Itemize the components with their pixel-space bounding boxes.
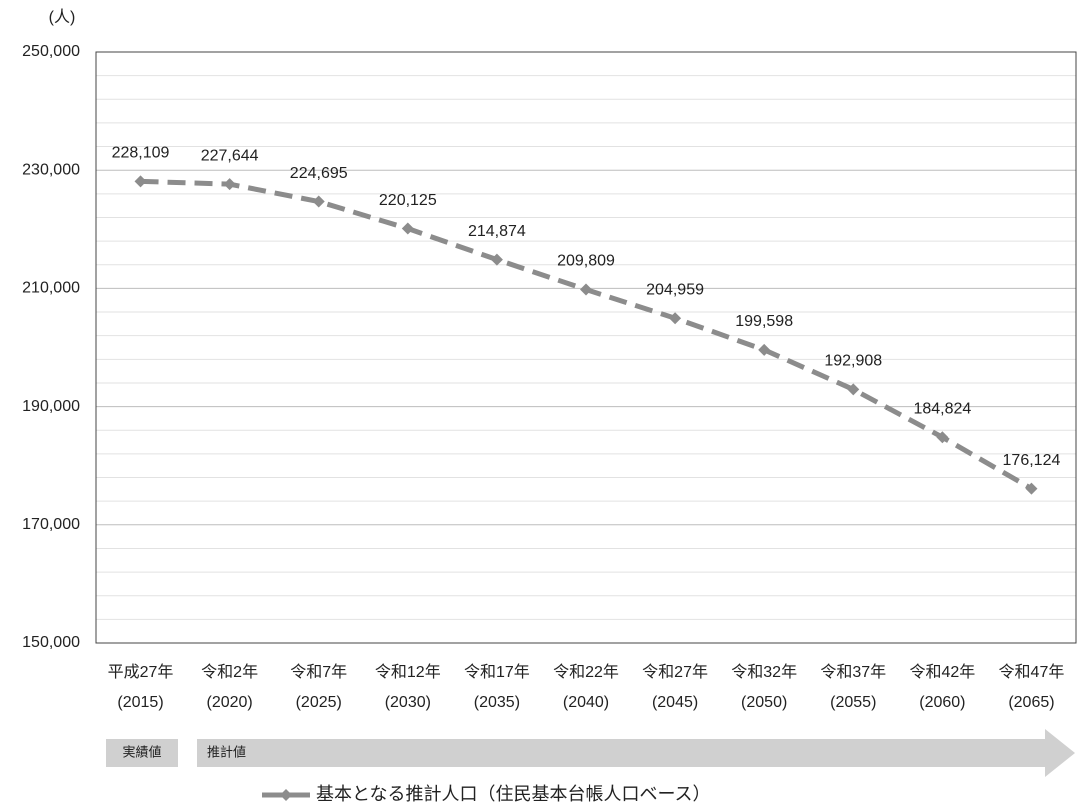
point-marker xyxy=(847,383,860,396)
legend-marker xyxy=(280,789,292,801)
x-tick-year: (2025) xyxy=(296,694,342,711)
y-tick-label: 190,000 xyxy=(22,398,80,415)
y-tick-label: 250,000 xyxy=(22,43,80,60)
y-tick-label: 230,000 xyxy=(22,161,80,178)
x-tick-label: 令和17年 xyxy=(464,663,530,681)
data-label: 228,109 xyxy=(112,145,170,162)
x-tick-label: 令和2年 xyxy=(201,663,258,681)
x-tick-year: (2040) xyxy=(563,694,609,711)
actual-label: 実績値 xyxy=(122,744,161,759)
x-tick-label: 令和32年 xyxy=(731,663,797,681)
point-marker xyxy=(312,195,325,208)
data-label: 204,959 xyxy=(646,281,704,298)
point-marker xyxy=(1025,482,1038,495)
x-tick-label: 令和47年 xyxy=(999,663,1065,681)
data-label: 176,124 xyxy=(1003,452,1061,469)
data-label: 184,824 xyxy=(913,400,971,417)
point-marker xyxy=(223,178,236,191)
x-tick-year: (2030) xyxy=(385,694,431,711)
plot-frame xyxy=(95,51,1077,644)
projection-label: 推計値 xyxy=(207,744,246,759)
x-tick-year: (2035) xyxy=(474,694,520,711)
series-line xyxy=(140,178,1033,491)
x-tick-label: 平成27年 xyxy=(108,663,174,681)
x-tick-year: (2020) xyxy=(207,694,253,711)
x-tick-label: 令和27年 xyxy=(642,663,708,681)
x-tick-label: 令和37年 xyxy=(820,663,886,681)
data-label: 214,874 xyxy=(468,223,526,240)
projection-arrow xyxy=(197,729,1075,777)
x-tick-label: 令和7年 xyxy=(290,663,347,681)
point-marker xyxy=(669,312,682,325)
y-tick-label: 150,000 xyxy=(22,634,80,651)
point-marker xyxy=(401,222,414,235)
data-label: 209,809 xyxy=(557,253,615,270)
point-marker xyxy=(758,343,771,356)
x-tick-year: (2060) xyxy=(919,694,965,711)
x-tick-label: 令和12年 xyxy=(375,663,441,681)
point-marker xyxy=(936,431,949,444)
unit-label: (人) xyxy=(49,8,76,26)
x-tick-label: 令和42年 xyxy=(909,663,975,681)
x-tick-year: (2055) xyxy=(830,694,876,711)
x-tick-year: (2015) xyxy=(117,694,163,711)
y-tick-label: 210,000 xyxy=(22,280,80,297)
point-marker xyxy=(490,253,503,266)
data-label: 224,695 xyxy=(290,165,348,182)
point-marker xyxy=(134,175,147,188)
x-tick-year: (2050) xyxy=(741,694,787,711)
actual-box xyxy=(106,739,178,767)
point-marker xyxy=(580,283,592,296)
x-tick-year: (2045) xyxy=(652,694,698,711)
data-label: 220,125 xyxy=(379,192,437,209)
x-tick-year: (2065) xyxy=(1008,694,1054,711)
data-label: 227,644 xyxy=(201,147,259,164)
legend-label: 基本となる推計人口（住民基本台帳人口ベース） xyxy=(316,784,711,804)
data-label: 192,908 xyxy=(824,353,882,370)
data-label: 199,598 xyxy=(735,313,793,330)
y-tick-label: 170,000 xyxy=(22,516,80,533)
x-tick-label: 令和22年 xyxy=(553,663,619,681)
